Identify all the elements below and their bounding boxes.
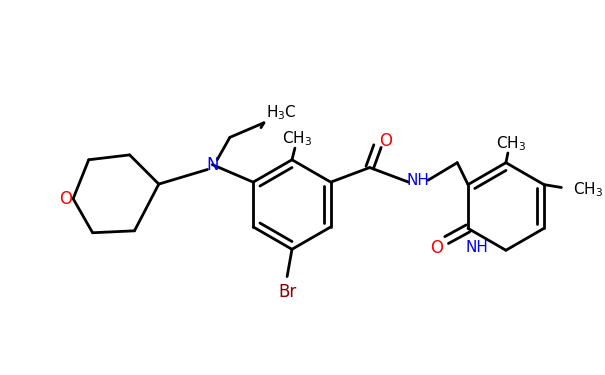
Text: CH$_3$: CH$_3$ [282,129,312,148]
Text: CH$_3$: CH$_3$ [573,180,603,199]
Text: CH$_3$: CH$_3$ [495,134,526,153]
Text: Br: Br [278,283,296,301]
Text: O: O [430,239,443,257]
Text: O: O [379,132,392,150]
Text: NH: NH [466,240,489,255]
Text: N: N [206,156,218,174]
Text: H$_3$C: H$_3$C [266,104,296,122]
Text: NH: NH [407,173,430,188]
Text: O: O [59,190,72,208]
